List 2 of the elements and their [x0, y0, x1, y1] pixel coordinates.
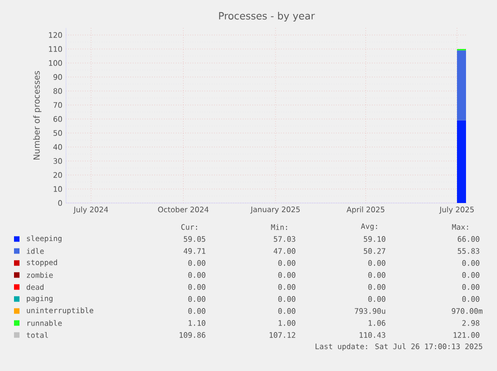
y-axis-title: Number of processes: [33, 71, 42, 160]
chart-title: Processes - by year: [219, 12, 315, 22]
